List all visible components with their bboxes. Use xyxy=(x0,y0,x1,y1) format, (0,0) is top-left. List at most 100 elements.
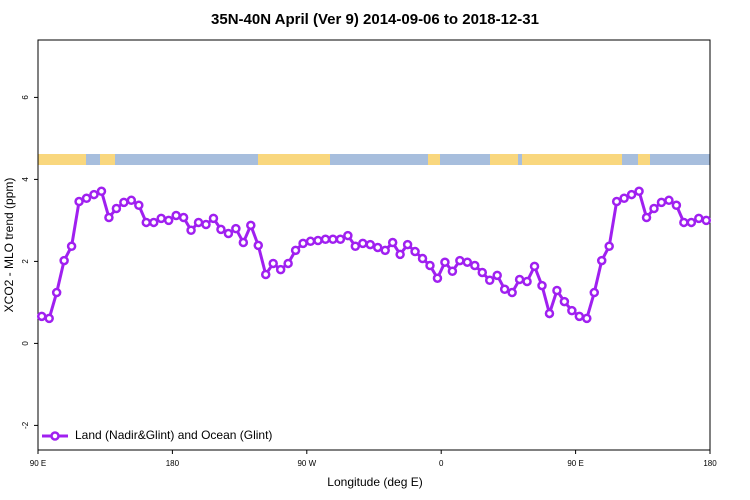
data-point xyxy=(589,287,600,298)
data-point xyxy=(134,200,144,210)
data-point xyxy=(387,237,398,248)
legend-marker xyxy=(50,431,60,441)
data-point xyxy=(492,270,502,281)
data-point xyxy=(529,261,540,272)
data-point xyxy=(358,238,368,249)
data-point xyxy=(604,241,614,251)
data-point xyxy=(201,219,211,230)
data-point xyxy=(141,217,152,228)
data-point xyxy=(395,249,405,260)
data-point xyxy=(484,275,495,286)
data-point xyxy=(298,238,308,249)
data-point xyxy=(238,237,249,248)
data-point xyxy=(477,267,488,278)
data-point xyxy=(253,240,264,251)
data-point xyxy=(44,313,54,324)
data-point xyxy=(59,255,69,266)
legend-label: Land (Nadir&Glint) and Ocean (Glint) xyxy=(75,428,272,442)
x-tick-label: 0 xyxy=(439,459,444,468)
data-point xyxy=(290,245,301,256)
data-point xyxy=(626,189,637,200)
data-point xyxy=(148,217,159,228)
data-point xyxy=(440,257,450,267)
data-point xyxy=(156,213,166,224)
data-point xyxy=(186,225,196,235)
chart-title: 35N-40N April (Ver 9) 2014-09-06 to 2018… xyxy=(211,11,539,28)
data-point xyxy=(641,212,652,223)
data-point xyxy=(596,255,607,266)
data-point xyxy=(522,276,532,287)
data-point xyxy=(514,274,525,285)
data-point xyxy=(96,186,107,197)
data-point xyxy=(425,260,435,271)
data-point xyxy=(126,195,137,206)
data-point xyxy=(559,296,570,307)
data-point xyxy=(634,186,644,197)
data-point xyxy=(223,228,234,239)
data-point xyxy=(343,230,353,241)
data-point xyxy=(193,217,204,228)
data-point xyxy=(104,212,114,223)
data-point xyxy=(664,195,674,206)
x-axis-label: Longitude (deg E) xyxy=(327,475,422,489)
x-tick-label: 90 W xyxy=(297,459,316,468)
data-point xyxy=(432,273,443,283)
land-ocean-strip xyxy=(38,154,710,165)
data-point xyxy=(694,213,704,224)
plot-frame xyxy=(37,39,711,451)
data-point xyxy=(350,241,361,251)
data-point xyxy=(567,305,577,316)
data-point xyxy=(171,210,181,221)
x-tick-label: 180 xyxy=(703,459,717,468)
data-point xyxy=(119,197,129,208)
data-point xyxy=(111,203,122,214)
data-point xyxy=(268,258,278,269)
data-point xyxy=(462,257,473,267)
data-point xyxy=(552,285,562,296)
data-point xyxy=(246,220,256,231)
data-point xyxy=(447,266,458,276)
data-point xyxy=(283,258,293,269)
data-point xyxy=(679,217,689,228)
y-tick-label: 6 xyxy=(21,95,30,100)
data-point xyxy=(36,311,47,322)
data-point xyxy=(455,255,465,266)
data-point xyxy=(335,234,346,245)
data-point xyxy=(701,215,712,226)
data-point xyxy=(656,197,667,208)
x-tick-label: 90 E xyxy=(567,459,583,468)
data-point xyxy=(507,287,517,298)
data-point xyxy=(81,193,92,204)
data-point xyxy=(686,217,697,228)
data-point xyxy=(178,212,189,223)
y-tick-label: 4 xyxy=(21,177,30,182)
data-point xyxy=(402,239,413,250)
data-point xyxy=(89,189,99,200)
data-point xyxy=(380,245,390,256)
data-point xyxy=(163,215,174,226)
y-axis-label: XCO2 - MLO trend (ppm) xyxy=(2,178,16,313)
data-point xyxy=(66,241,77,251)
data-point xyxy=(275,264,286,275)
y-tick-label: -2 xyxy=(21,421,30,429)
y-tick-label: 0 xyxy=(21,341,30,346)
data-point xyxy=(619,193,629,204)
data-point xyxy=(671,200,682,210)
data-point xyxy=(582,313,592,324)
data-point xyxy=(417,253,428,264)
data-point xyxy=(305,236,316,247)
y-tick-label: 2 xyxy=(21,259,30,264)
data-point xyxy=(74,196,84,207)
data-point xyxy=(313,235,323,246)
data-point xyxy=(470,260,480,271)
data-point xyxy=(499,284,510,295)
data-point xyxy=(216,224,226,235)
data-point xyxy=(365,239,376,250)
data-point xyxy=(410,246,420,257)
x-tick-label: 90 E xyxy=(30,459,46,468)
data-point xyxy=(611,196,622,207)
data-point xyxy=(231,223,241,234)
data-point xyxy=(537,280,547,291)
data-point xyxy=(260,269,271,280)
